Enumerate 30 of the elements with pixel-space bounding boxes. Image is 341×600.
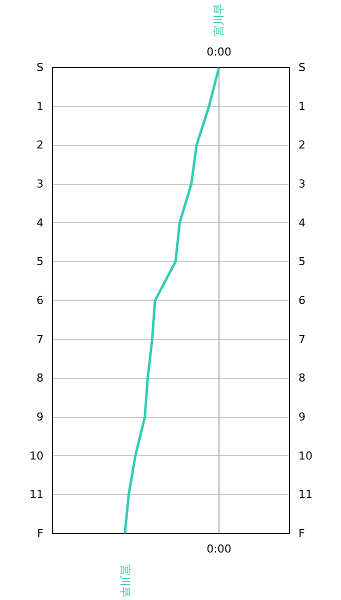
category-label: 7 [298, 332, 306, 346]
text: 宮川早 [212, 4, 226, 36]
category-label: 10 [298, 449, 312, 462]
y-tick-label: 7 [36, 332, 44, 346]
y-tick-label: 6 [36, 294, 44, 307]
y-tick-label: 10 [30, 449, 44, 462]
category-label: 8 [298, 372, 306, 385]
y-tick-label: 1 [36, 100, 44, 113]
ref-line-label: 0:00 [206, 46, 232, 58]
y-tick-label: F [37, 527, 44, 540]
category-label: 4 [298, 216, 306, 230]
category-label: 6 [298, 294, 306, 307]
category-label: S [298, 61, 306, 74]
category-label: F [298, 527, 305, 540]
y-tick-label: 2 [36, 138, 44, 152]
category-label: 2 [298, 138, 306, 152]
category-label: 5 [298, 255, 306, 268]
category-label: 9 [298, 410, 306, 424]
y-tick-label: 8 [36, 372, 44, 385]
y-tick-label: 11 [30, 488, 44, 502]
y-tick-label: 9 [36, 410, 44, 424]
y-tick-label: S [36, 61, 44, 74]
category-label: 3 [298, 178, 306, 190]
text: 宮川早 [118, 564, 132, 598]
y-tick-label: 3 [36, 178, 44, 190]
text: 0:00 [206, 542, 232, 556]
category-label: 11 [298, 488, 312, 502]
y-tick-label: 4 [36, 216, 44, 230]
category-label: 1 [298, 100, 306, 113]
y-tick-label: 5 [36, 255, 44, 268]
